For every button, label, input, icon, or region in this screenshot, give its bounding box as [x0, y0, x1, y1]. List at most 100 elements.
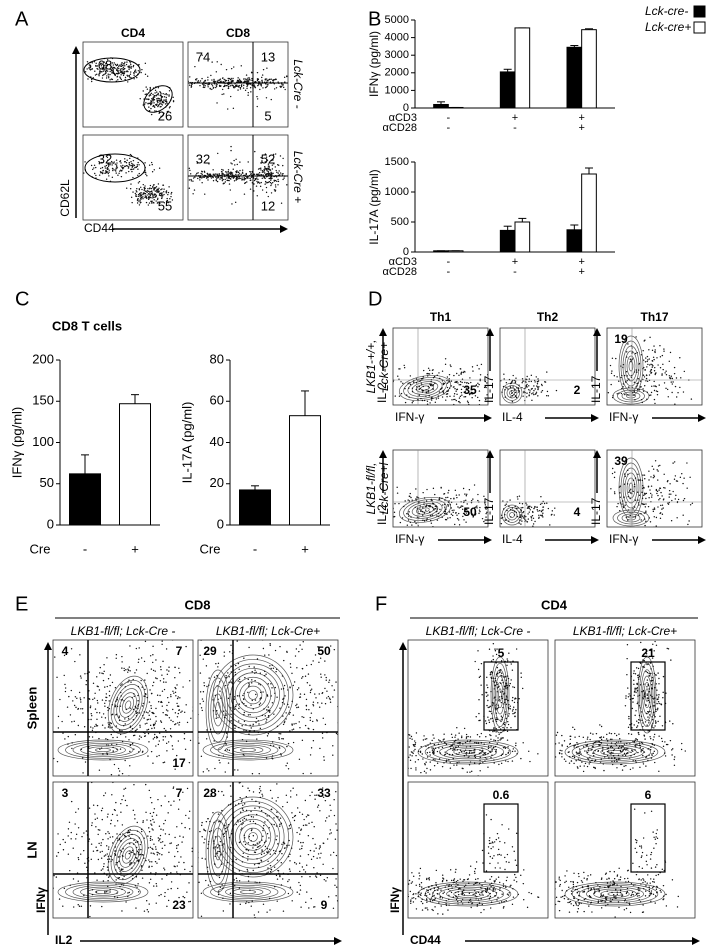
event-dot [334, 649, 335, 650]
event-dot [393, 759, 394, 760]
event-dot [308, 728, 309, 729]
event-dot [653, 475, 654, 476]
event-dot [263, 708, 264, 709]
event-dot [545, 381, 546, 382]
event-dot [238, 727, 239, 728]
event-dot [206, 768, 207, 769]
event-dot [143, 696, 144, 697]
event-dot [92, 727, 93, 728]
event-dot [626, 516, 627, 517]
event-dot [133, 168, 134, 169]
event-dot [152, 94, 153, 95]
event-dot [521, 387, 522, 388]
event-dot [459, 524, 460, 525]
event-dot [515, 743, 516, 744]
event-dot [150, 725, 151, 726]
event-dot [627, 375, 628, 376]
event-dot [479, 749, 480, 750]
event-dot [116, 658, 117, 659]
event-dot [497, 708, 498, 709]
event-dot [423, 739, 424, 740]
event-dot [683, 391, 684, 392]
event-dot [371, 702, 372, 703]
x-tick-label: - [83, 541, 87, 556]
event-dot [185, 749, 186, 750]
event-dot [478, 384, 479, 385]
event-dot [110, 674, 111, 675]
event-dot [638, 514, 639, 515]
event-dot [163, 739, 164, 740]
event-dot [431, 523, 432, 524]
event-dot [147, 89, 148, 90]
event-dot [408, 387, 409, 388]
event-dot [487, 700, 488, 701]
event-dot [480, 676, 481, 677]
event-dot [489, 722, 490, 723]
event-dot [662, 505, 663, 506]
event-dot [654, 673, 655, 674]
event-dot [461, 392, 462, 393]
event-dot [233, 160, 234, 161]
event-dot [139, 712, 140, 713]
event-dot [224, 651, 225, 652]
event-dot [510, 509, 511, 510]
event-dot [141, 737, 142, 738]
event-dot [636, 383, 637, 384]
event-dot [97, 686, 98, 687]
event-dot [260, 673, 261, 674]
event-dot [108, 173, 109, 174]
event-dot [200, 691, 201, 692]
event-dot [457, 754, 458, 755]
event-dot [510, 683, 511, 684]
axis-label: IL-4 [502, 532, 523, 546]
event-dot [237, 86, 238, 87]
event-dot [491, 754, 492, 755]
event-dot [445, 751, 446, 752]
event-dot [246, 88, 247, 89]
event-dot [638, 679, 639, 680]
event-dot [429, 754, 430, 755]
event-dot [399, 395, 400, 396]
event-dot [463, 519, 464, 520]
event-dot [634, 691, 635, 692]
gate-percent: 5 [498, 646, 505, 660]
event-dot [141, 197, 142, 198]
gate-percent: 5 [264, 108, 271, 123]
event-dot [431, 397, 432, 398]
event-dot [651, 716, 652, 717]
event-dot [505, 687, 506, 688]
event-dot [218, 760, 219, 761]
event-dot [646, 686, 647, 687]
event-dot [147, 76, 148, 77]
event-dot [421, 378, 422, 379]
event-dot [101, 716, 102, 717]
event-dot [258, 723, 259, 724]
event-dot [147, 188, 148, 189]
event-dot [158, 94, 159, 95]
event-dot [458, 401, 459, 402]
event-dot [437, 375, 438, 376]
event-dot [625, 504, 626, 505]
event-dot [432, 398, 433, 399]
event-dot [453, 498, 454, 499]
event-dot [491, 713, 492, 714]
event-dot [269, 79, 270, 80]
event-dot [654, 390, 655, 391]
event-dot [316, 719, 317, 720]
event-dot [286, 777, 287, 778]
event-dot [659, 716, 660, 717]
event-dot [107, 739, 108, 740]
event-dot [280, 155, 281, 156]
event-dot [145, 742, 146, 743]
axis-label: IFN-γ [395, 532, 424, 546]
arrow-head [591, 414, 599, 422]
event-dot [428, 505, 429, 506]
event-dot [477, 386, 478, 387]
event-dot [500, 683, 501, 684]
event-dot [531, 519, 532, 520]
event-dot [474, 763, 475, 764]
event-dot [269, 169, 270, 170]
event-dot [116, 159, 117, 160]
event-dot [298, 707, 299, 708]
event-dot [264, 177, 265, 178]
